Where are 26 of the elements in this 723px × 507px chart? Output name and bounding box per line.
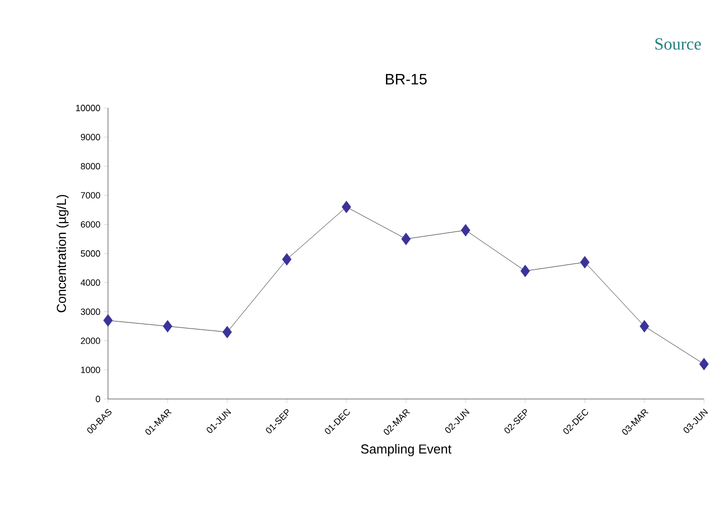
point [699,358,709,370]
y-tick-label: 8000 [80,163,100,170]
y-tick-label: 6000 [80,221,100,228]
point [162,320,172,332]
y-tick-label: 3000 [80,308,100,315]
point [520,264,530,278]
x-axis-title: Sampling Event [361,444,452,456]
point [401,232,411,246]
text: Source [655,38,701,50]
y-tick-label: 4000 [80,279,100,286]
y-tick-label: 0 [96,396,100,402]
chart-title: BR-15 [386,74,427,84]
point [342,200,352,214]
y-axis-title: Concentration (µg/L) [56,194,69,312]
y-tick-label: 9000 [80,134,100,140]
point [580,256,590,268]
y-tick-label: 1000 [81,366,100,374]
point [282,253,292,266]
point [460,224,470,236]
point [640,320,650,332]
y-tick-label: 10000 [76,104,100,112]
y-tick-label: 5000 [80,250,100,257]
y-tick-label: 7000 [80,192,100,198]
point [103,314,113,327]
y-tick-label: 2000 [80,338,100,344]
point [222,326,232,338]
